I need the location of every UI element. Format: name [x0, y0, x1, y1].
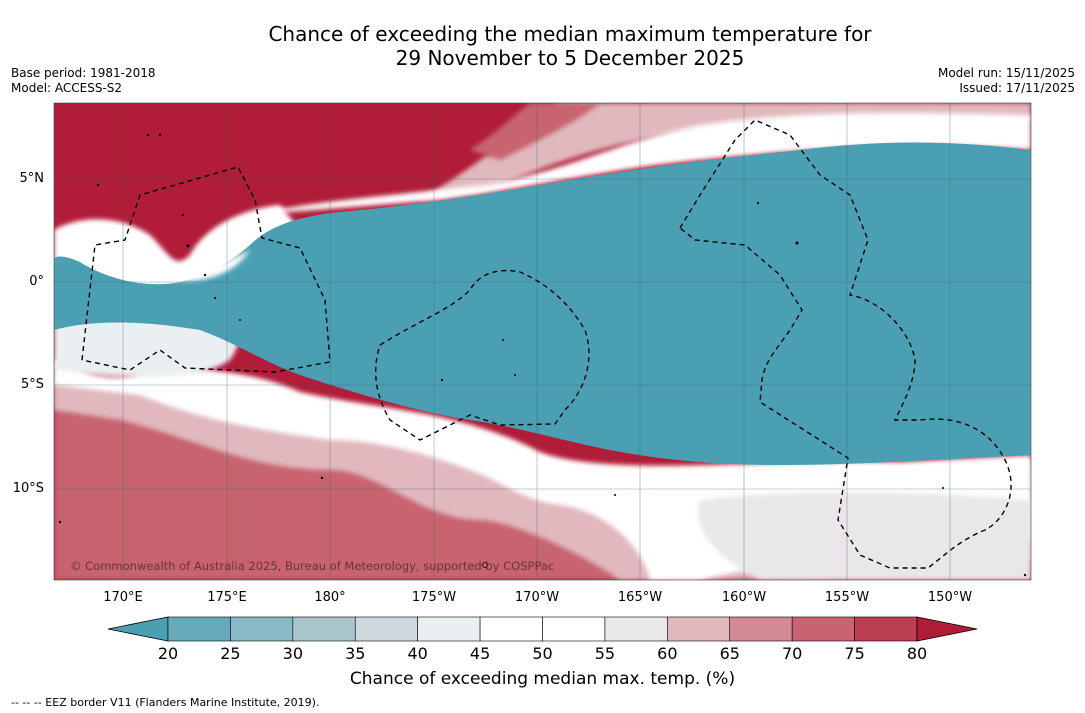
eez-footnote: -- -- -- EEZ border V11 (Flanders Marine…: [11, 696, 320, 709]
colorbar-bin: [292, 616, 356, 642]
colorbar-extend-high: [916, 616, 978, 642]
lon-label-165w: 165°W: [617, 590, 663, 605]
colorbar-tick-30: 30: [282, 644, 303, 663]
lon-label-155w: 155°W: [824, 590, 870, 605]
colorbar-tick-50: 50: [532, 644, 553, 663]
colorbar-bin: [542, 616, 606, 642]
lon-label-160w: 160°W: [721, 590, 767, 605]
graticule: [54, 103, 1031, 580]
colorbar-tick-70: 70: [781, 644, 803, 663]
lon-label-180: 180°: [314, 590, 346, 605]
colorbar-extend-low: [107, 616, 169, 642]
northern-neutral-zone: [250, 112, 1031, 215]
lon-label-150w: 150°W: [927, 590, 973, 605]
model-info: Base period: 1981-2018 Model: ACCESS-S2: [11, 66, 156, 96]
colorbar-bin: [604, 616, 668, 642]
colorbar-bin: [667, 616, 731, 642]
issued-date: Issued: 17/11/2025: [959, 81, 1075, 95]
islands: [58, 133, 1027, 577]
copyright-notice: © Commonwealth of Australia 2025, Bureau…: [70, 559, 555, 573]
lon-label-175e: 175°E: [207, 590, 247, 605]
colorbar-bin: [854, 616, 918, 642]
colorbar-tick-20: 20: [157, 644, 179, 663]
colorbar-tick-65: 65: [719, 644, 740, 663]
southern-grey-zone: [698, 492, 1031, 580]
colorbar-tick-60: 60: [657, 644, 678, 663]
western-neutral-inlet: [120, 250, 250, 281]
colorbar-bin: [167, 616, 231, 642]
eez-borders: [81, 119, 1012, 569]
colorbar-tick-40: 40: [407, 644, 428, 663]
model-run: Model run: 15/11/2025: [937, 66, 1075, 80]
colorbar-tick-55: 55: [594, 644, 616, 663]
colorbar-tick-75: 75: [844, 644, 865, 663]
colorbar-tick-25: 25: [220, 644, 241, 663]
model-name: Model: ACCESS-S2: [11, 81, 123, 95]
colorbar-tick-35: 35: [345, 644, 366, 663]
northern-pink-zone: [420, 103, 1031, 200]
eez-central: [375, 269, 590, 441]
colorbar-bin: [479, 616, 543, 642]
western-neutral-zone: [54, 205, 300, 300]
colorbar-bin: [729, 616, 793, 642]
lat-label-5s: 5°S: [20, 377, 44, 392]
colorbar-tick-80: 80: [906, 644, 928, 663]
lat-label-5n: 5°N: [19, 171, 45, 186]
eez-east-north: [679, 119, 1012, 569]
base-period: Base period: 1981-2018: [11, 66, 156, 80]
lat-label-0: 0°: [29, 274, 44, 289]
colorbar-title: Chance of exceeding median max. temp. (%…: [349, 669, 736, 689]
lon-label-175w: 175°W: [411, 590, 457, 605]
map-title: Chance of exceeding the median maximum t…: [0, 22, 1085, 70]
colorbar-bin: [354, 616, 418, 642]
lat-label-10s: 10°S: [12, 481, 44, 496]
title-line-1: Chance of exceeding the median maximum t…: [268, 22, 872, 46]
colorbar-bin: [230, 616, 294, 642]
eez-west: [81, 166, 331, 373]
northern-red-patch: [470, 103, 600, 160]
lon-label-170w: 170°W: [514, 590, 560, 605]
colorbar-bin: [791, 616, 855, 642]
colorbar-tick-45: 45: [469, 644, 491, 663]
colorbar: [107, 616, 978, 642]
cool-anomaly-tongue: [54, 142, 1031, 465]
plot-frame: [53, 102, 1032, 581]
run-info: Model run: 15/11/2025 Issued: 17/11/2025: [938, 66, 1075, 96]
colorbar-bin: [417, 616, 481, 642]
lon-label-170e: 170°E: [103, 590, 143, 605]
map-plot-area: [54, 103, 1031, 580]
title-line-2: 29 November to 5 December 2025: [395, 46, 745, 70]
